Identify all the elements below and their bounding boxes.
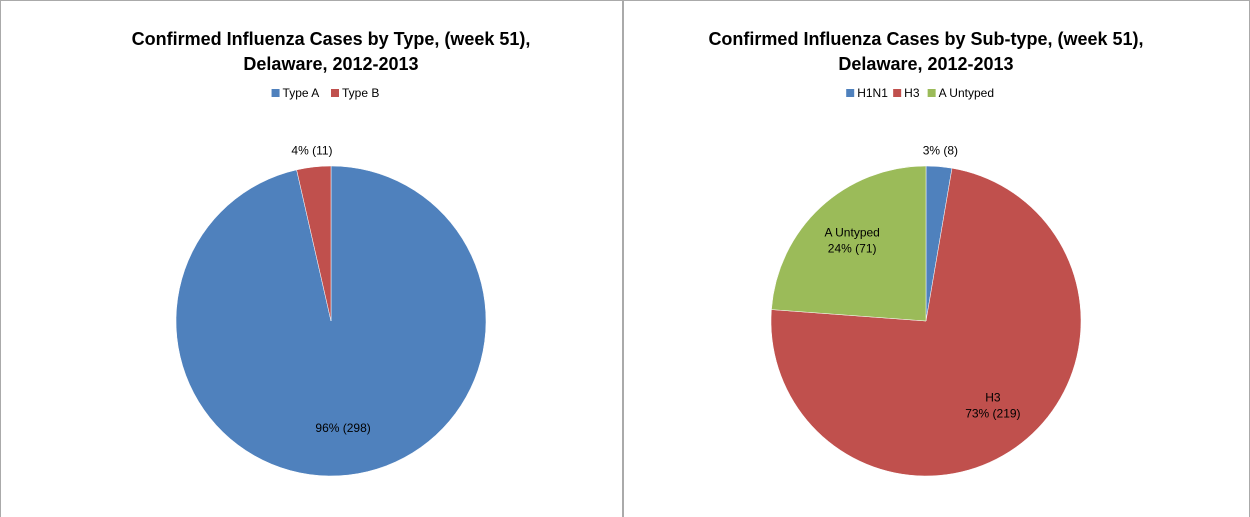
legend-swatch xyxy=(846,89,855,97)
pie-slice xyxy=(771,165,927,322)
legend-label: H1N1 xyxy=(857,86,888,100)
panel-border xyxy=(0,0,623,517)
chart-title: Delaware, 2012-2013 xyxy=(838,54,1013,74)
legend-label: H3 xyxy=(904,86,920,100)
pie-slice xyxy=(296,165,332,322)
chart-title: Confirmed Influenza Cases by Sub-type, (… xyxy=(708,29,1143,49)
slice-category: A Untyped xyxy=(824,226,879,240)
legend-swatch xyxy=(893,89,902,97)
legend-label: Type B xyxy=(342,86,379,100)
data-label: 3% (8) xyxy=(923,143,958,157)
legend-swatch xyxy=(331,89,339,97)
legend-swatch xyxy=(271,89,280,97)
data-label: 73% (219) xyxy=(965,407,1020,421)
data-label: 4% (11) xyxy=(291,144,332,158)
legend-label: Type A xyxy=(283,86,320,100)
chart-title: Delaware, 2012-2013 xyxy=(243,54,418,74)
pie-slice xyxy=(770,167,1082,477)
legend-swatch xyxy=(927,89,936,97)
data-label: 96% (298) xyxy=(315,421,370,435)
legend-label: A Untyped xyxy=(939,86,994,100)
slice-category: H3 xyxy=(985,391,1001,405)
data-label: 24% (71) xyxy=(828,242,877,256)
chart-title: Confirmed Influenza Cases by Type, (week… xyxy=(132,29,531,49)
